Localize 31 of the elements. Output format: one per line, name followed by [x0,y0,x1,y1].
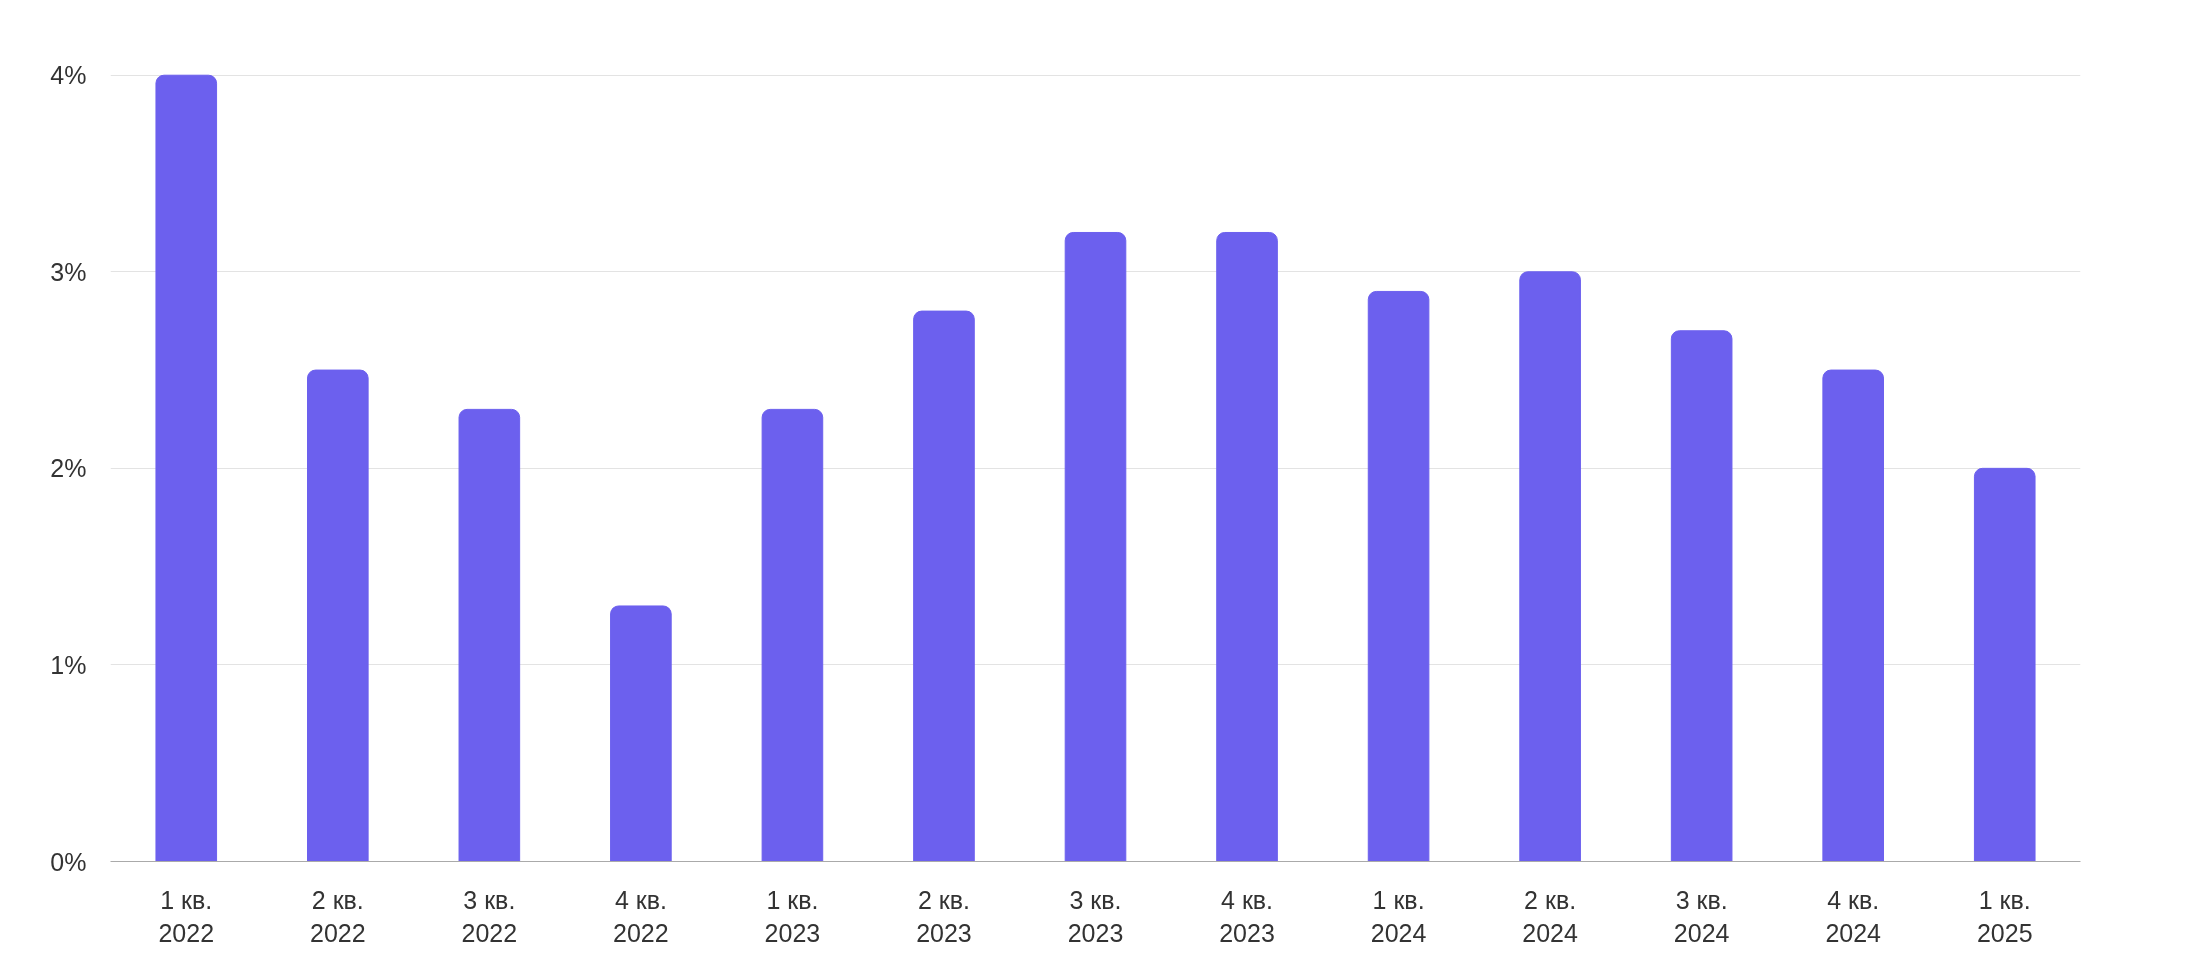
y-tick-label: 4% [50,61,87,90]
bar [610,605,672,862]
bar [155,74,218,862]
bar [1216,231,1278,862]
y-tick-label: 2% [50,454,87,483]
bar [1973,467,2036,862]
x-tick-label: 3 кв. 2022 [461,885,518,948]
x-tick-label: 3 кв. 2024 [1673,885,1730,948]
y-tick-label: 3% [50,257,87,286]
x-tick-label: 4 кв. 2023 [1219,885,1275,948]
bar [1064,231,1127,862]
bar [307,369,369,862]
bar [761,408,824,862]
y-tick-label: 0% [50,847,87,876]
x-tick-label: 1 кв. 2025 [1976,885,2033,948]
bar [1367,290,1430,862]
x-tick-label: 4 кв. 2022 [613,885,669,948]
bar [1670,330,1733,862]
bar [1822,369,1884,862]
x-tick-label: 1 кв. 2022 [158,885,215,948]
x-tick-label: 4 кв. 2024 [1825,885,1882,948]
y-tick-label: 1% [50,650,87,679]
x-tick-label: 2 кв. 2023 [916,885,972,948]
bar [913,310,975,862]
bar [1519,271,1581,862]
x-tick-label: 3 кв. 2023 [1067,885,1124,948]
bar [458,408,521,862]
x-tick-label: 1 кв. 2023 [764,885,821,948]
x-tick-label: 1 кв. 2024 [1370,885,1427,948]
x-tick-label: 2 кв. 2022 [310,885,366,948]
x-tick-label: 2 кв. 2024 [1522,885,1579,948]
